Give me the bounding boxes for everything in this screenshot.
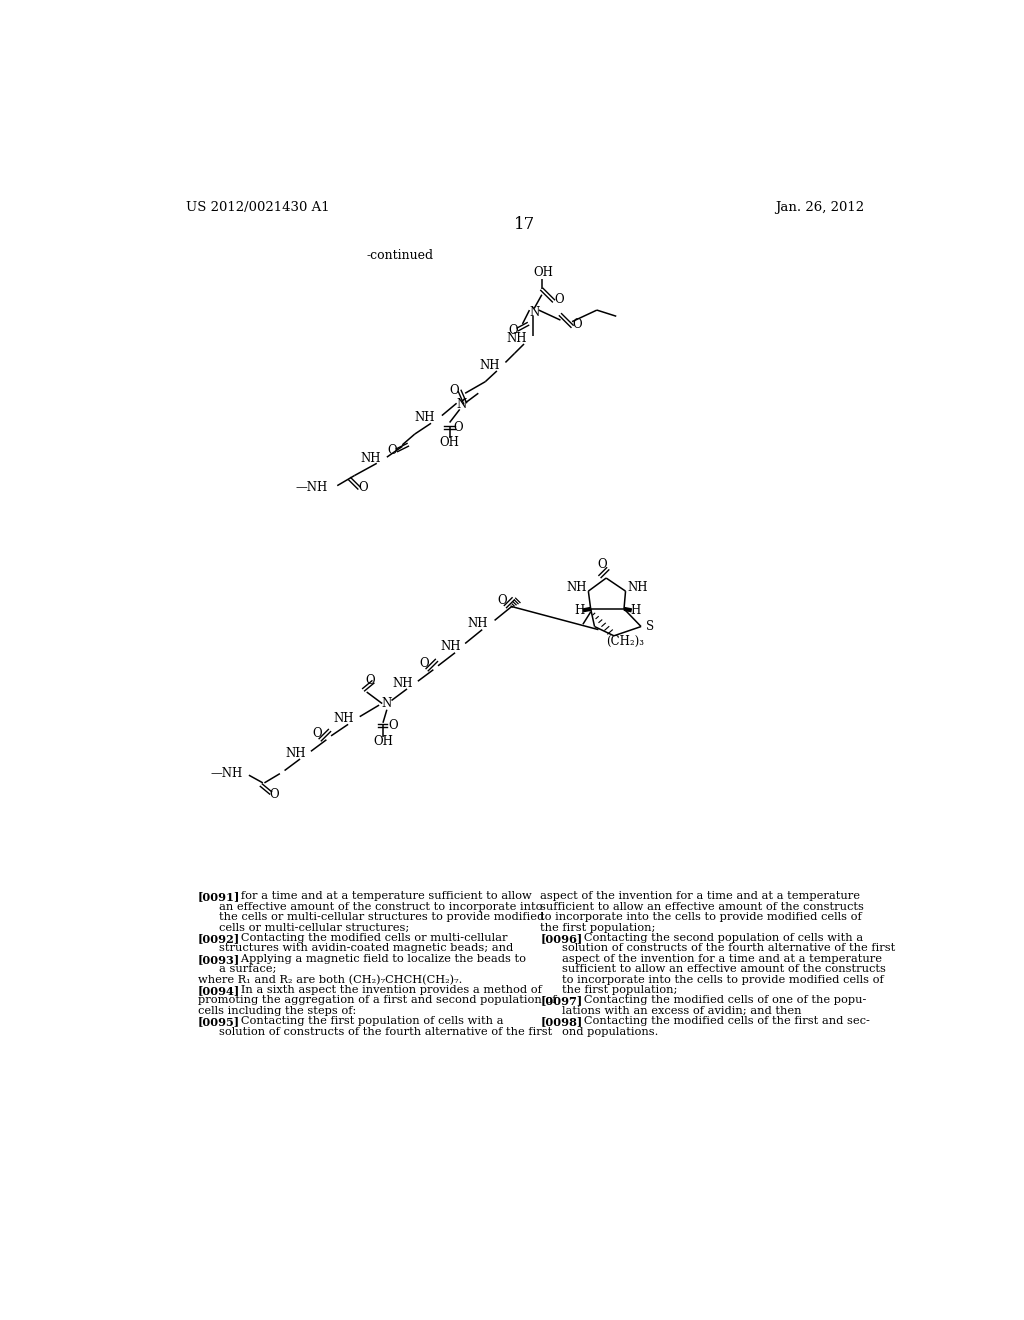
Text: aspect of the invention for a time and at a temperature: aspect of the invention for a time and a… <box>562 954 882 964</box>
Text: NH: NH <box>392 677 414 690</box>
Text: N: N <box>456 399 466 412</box>
Text: O: O <box>454 421 463 434</box>
Text: [0093]: [0093] <box>198 954 240 965</box>
Text: NH: NH <box>286 747 306 760</box>
Text: the first population;: the first population; <box>562 985 677 995</box>
Text: the first population;: the first population; <box>541 923 655 933</box>
Text: aspect of the invention for a time and at a temperature: aspect of the invention for a time and a… <box>541 891 860 902</box>
Text: NH: NH <box>507 333 527 345</box>
Text: Applying a magnetic field to localize the beads to: Applying a magnetic field to localize th… <box>230 954 526 964</box>
Text: [0091]: [0091] <box>198 891 240 903</box>
Text: OH: OH <box>534 265 553 279</box>
Text: Contacting the second population of cells with a: Contacting the second population of cell… <box>572 933 863 942</box>
Text: solution of constructs of the fourth alternative of the first: solution of constructs of the fourth alt… <box>219 1027 553 1036</box>
Text: Contacting the first population of cells with a: Contacting the first population of cells… <box>230 1016 504 1026</box>
Text: OH: OH <box>439 436 460 449</box>
Text: to incorporate into the cells to provide modified cells of: to incorporate into the cells to provide… <box>562 974 884 985</box>
Text: the cells or multi-cellular structures to provide modified: the cells or multi-cellular structures t… <box>219 912 545 923</box>
Text: NH: NH <box>440 640 461 653</box>
Text: NH: NH <box>360 453 381 465</box>
Text: H: H <box>574 603 585 616</box>
Text: O: O <box>498 594 507 607</box>
Text: lations with an excess of avidin; and then: lations with an excess of avidin; and th… <box>562 1006 802 1016</box>
Text: O: O <box>419 657 429 671</box>
Text: —NH: —NH <box>296 482 328 495</box>
Text: S: S <box>646 620 654 634</box>
Text: O: O <box>508 323 518 337</box>
Text: cells including the steps of:: cells including the steps of: <box>198 1006 356 1016</box>
Text: NH: NH <box>468 616 488 630</box>
Text: for a time and at a temperature sufficient to allow: for a time and at a temperature sufficie… <box>230 891 532 902</box>
Text: In a sixth aspect the invention provides a method of: In a sixth aspect the invention provides… <box>230 985 542 995</box>
Text: ond populations.: ond populations. <box>562 1027 658 1036</box>
Text: sufficient to allow an effective amount of the constructs: sufficient to allow an effective amount … <box>562 964 886 974</box>
Text: N: N <box>529 306 540 319</box>
Text: cells or multi-cellular structures;: cells or multi-cellular structures; <box>219 923 410 933</box>
Text: 17: 17 <box>514 216 536 234</box>
Text: [0098]: [0098] <box>541 1016 583 1027</box>
Text: O: O <box>365 675 375 686</box>
Text: [0094]: [0094] <box>198 985 240 997</box>
Text: an effective amount of the construct to incorporate into: an effective amount of the construct to … <box>219 902 543 912</box>
Text: [0096]: [0096] <box>541 933 583 944</box>
Text: O: O <box>358 482 369 495</box>
Text: —NH: —NH <box>211 767 243 780</box>
Text: O: O <box>450 384 459 397</box>
Text: sufficient to allow an effective amount of the constructs: sufficient to allow an effective amount … <box>541 902 864 912</box>
Text: a surface;: a surface; <box>219 964 276 974</box>
Text: where R₁ and R₂ are both (CH₂)₇CHCH(CH₂)₇.: where R₁ and R₂ are both (CH₂)₇CHCH(CH₂)… <box>198 974 462 985</box>
Text: (CH₂)₃: (CH₂)₃ <box>606 635 644 648</box>
Text: to incorporate into the cells to provide modified cells of: to incorporate into the cells to provide… <box>541 912 862 923</box>
Text: [0092]: [0092] <box>198 933 240 944</box>
Text: NH: NH <box>627 581 647 594</box>
Text: NH: NH <box>479 359 500 372</box>
Text: O: O <box>387 445 397 458</box>
Text: Jan. 26, 2012: Jan. 26, 2012 <box>775 201 864 214</box>
Text: O: O <box>554 293 564 306</box>
Text: -continued: -continued <box>367 249 434 263</box>
Text: N: N <box>382 697 392 710</box>
Text: NH: NH <box>334 713 354 726</box>
Text: structures with avidin-coated magnetic beads; and: structures with avidin-coated magnetic b… <box>219 944 514 953</box>
Text: O: O <box>388 718 398 731</box>
Text: Contacting the modified cells or multi-cellular: Contacting the modified cells or multi-c… <box>230 933 508 942</box>
Text: promoting the aggregation of a first and second population of: promoting the aggregation of a first and… <box>198 995 556 1006</box>
Text: Contacting the modified cells of one of the popu-: Contacting the modified cells of one of … <box>572 995 866 1006</box>
Text: O: O <box>312 727 322 741</box>
Text: [0095]: [0095] <box>198 1016 240 1027</box>
Text: O: O <box>597 558 607 572</box>
Text: O: O <box>269 788 279 801</box>
Text: [0097]: [0097] <box>541 995 583 1006</box>
Text: OH: OH <box>373 735 393 748</box>
Text: solution of constructs of the fourth alternative of the first: solution of constructs of the fourth alt… <box>562 944 895 953</box>
Text: US 2012/0021430 A1: US 2012/0021430 A1 <box>186 201 330 214</box>
Text: NH: NH <box>415 412 435 425</box>
Text: H: H <box>630 603 640 616</box>
Text: NH: NH <box>566 581 587 594</box>
Text: O: O <box>572 318 583 331</box>
Text: Contacting the modified cells of the first and sec-: Contacting the modified cells of the fir… <box>572 1016 869 1026</box>
